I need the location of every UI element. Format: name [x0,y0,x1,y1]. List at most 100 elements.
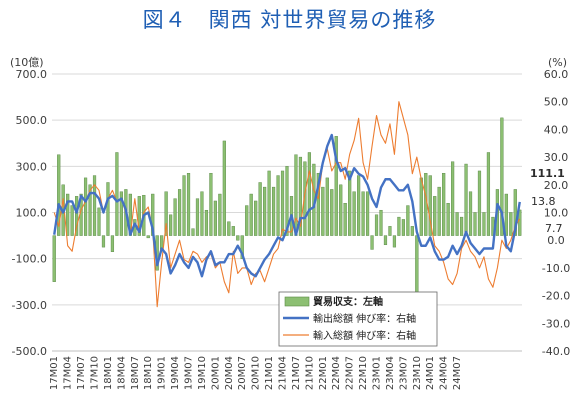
right-tick-label: -10.0 [542,262,570,275]
bar-trade-balance [424,173,428,236]
x-tick-label: 24M07 [452,356,463,390]
right-tick-label: 50.0 [544,96,569,109]
right-tick-label: 60.0 [544,68,569,81]
bar-trade-balance [325,177,329,236]
bar-trade-balance [352,191,356,236]
legend: 貿易収支：左軸 輸出総額 伸び率：右軸 輸入総額 伸び率：右軸 [278,291,438,347]
bar-trade-balance [137,196,141,236]
legend-label-export: 輸出総額 伸び率：右軸 [313,312,416,325]
left-tick-label: 100.0 [16,207,48,220]
line-layer [53,101,521,308]
bar-trade-balance [66,193,70,236]
bar-trade-balance [227,221,231,236]
right-tick-label: -20.0 [542,290,570,303]
x-tick-label: 22M10 [358,356,369,390]
bar-trade-balance [298,156,303,236]
bar-trade-balance [70,205,74,236]
left-tick-label: 500.0 [16,114,48,127]
bar-trade-balance [213,200,217,236]
x-tick-label: 23M07 [398,356,409,390]
bar-trade-balance [110,235,115,252]
bar-trade-balance [357,175,361,236]
right-tick-label: -40.0 [542,345,570,358]
bar-trade-balance [222,140,226,236]
bar-trade-balance [249,193,253,236]
x-tick-label: 21M07 [291,356,302,390]
bar-trade-balance [365,191,370,236]
bar-trade-balance [464,163,468,236]
bar-trade-balance [446,203,450,236]
bar-trade-balance [88,184,92,236]
bar-trade-balance [245,205,249,236]
legend-label-trade-balance: 貿易収支：左軸 [313,295,383,308]
bar-trade-balance [509,212,513,236]
bar-trade-balance [254,200,258,236]
x-tick-label: 24M04 [439,356,450,390]
bar-trade-balance [415,235,419,301]
bar-trade-balance [321,186,325,236]
bar-trade-balance [419,177,423,236]
left-axis-unit: (10億) [10,56,44,69]
left-tick-label: -300.0 [12,299,47,312]
bar-trade-balance [191,228,195,236]
bar-trade-balance [169,214,173,236]
bar-trade-balance [406,205,410,236]
x-tick-label: 18M01 [103,356,114,390]
left-tick-label: -100.0 [12,253,47,266]
x-tick-label: 19M07 [184,356,195,390]
bar-trade-balance [428,175,432,236]
bar-trade-balance [383,235,388,246]
x-tick-label: 21M10 [304,356,315,390]
x-tick-label: 18M07 [130,356,141,390]
bar-trade-balance [442,173,446,236]
bar-trade-balance [410,226,414,236]
x-tick-label: 20M01 [210,356,221,390]
bar-trade-balance [200,191,204,236]
bar-trade-balance [388,226,392,236]
bar-trade-balance [97,207,101,236]
x-tick-label: 22M07 [345,356,356,390]
x-tick-label: 19M01 [157,356,168,390]
bar-trade-balance [477,170,482,236]
bar-trade-balance [218,193,222,236]
bar-trade-balance [204,209,209,236]
bar-trade-balance [240,235,244,259]
x-tick-label: 24M01 [425,356,436,390]
import-last-value-label: 7.7 [545,222,563,235]
bar-trade-balance [307,152,311,236]
legend-swatch-trade-balance [284,296,310,307]
bar-trade-balance [209,173,213,236]
x-tick-label: 18M04 [116,356,127,390]
bar-trade-balance [83,177,88,236]
bar-trade-balance [52,235,56,282]
left-tick-label: 700.0 [16,68,48,81]
bar-trade-balance [433,196,437,236]
right-axis-unit: (%) [548,56,567,69]
x-tick-label: 20M10 [251,356,262,390]
bar-trade-balance [397,216,401,236]
x-tick-label: 21M04 [278,356,289,390]
axis-layer: 700.0 500.0 300.0 100.0 -100.0 -300.0 -500.0 60… [12,68,571,390]
x-tick-label: 19M10 [197,356,208,390]
bar-trade-balance [379,209,383,236]
bar-trade-balance [361,191,365,236]
chart-title: 図４ 関西 対世界貿易の推移 [142,8,437,32]
x-tick-label: 23M01 [372,356,383,390]
bar-trade-balance [513,189,517,236]
right-tick-label: 40.0 [544,123,569,136]
bar-trade-balance [473,212,477,236]
right-tick-label: 20.0 [544,179,569,192]
bar-trade-balance [106,182,110,236]
bar-trade-balance [146,235,150,239]
bar-last-value-label: 111.1 [530,167,565,180]
bar-trade-balance [177,189,182,236]
x-tick-label: 18M10 [143,356,154,390]
x-tick-label: 23M10 [412,356,423,390]
x-tick-label: 22M04 [331,356,342,390]
bar-trade-balance [334,136,338,236]
bar-trade-balance [173,198,177,236]
bar-trade-balance [164,191,168,236]
bar-trade-balance [482,212,486,236]
x-tick-label: 19M04 [170,356,181,390]
